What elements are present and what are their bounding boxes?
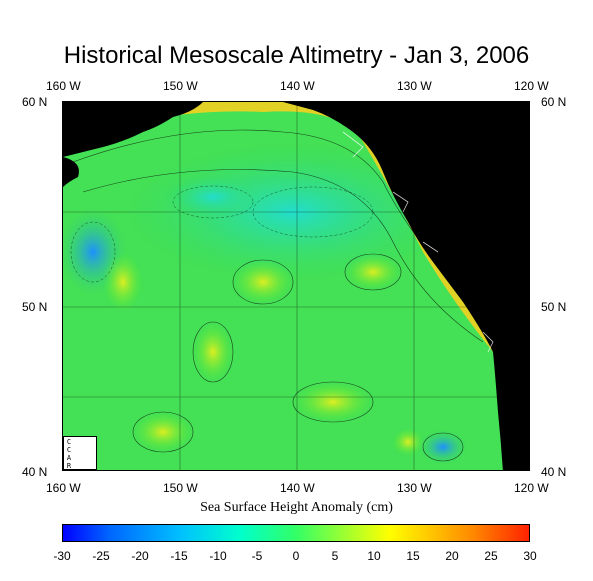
land-north-america bbox=[283, 102, 529, 470]
colorbar-tick-label: 10 bbox=[367, 549, 381, 563]
lat-label-right-40n: 40 N bbox=[541, 465, 567, 479]
anomaly-high-6 bbox=[133, 412, 193, 452]
colorbar bbox=[62, 524, 530, 542]
map-title: Historical Mesoscale Altimetry - Jan 3, … bbox=[63, 42, 530, 69]
colorbar-tick-label: -15 bbox=[170, 549, 188, 563]
colorbar-tick-label: -20 bbox=[131, 549, 149, 563]
colorbar-tick-label: 20 bbox=[445, 549, 459, 563]
lon-label-top-130w: 130 W bbox=[397, 79, 432, 93]
anomaly-low-north-west bbox=[163, 175, 263, 219]
lon-label-top-150w: 150 W bbox=[163, 79, 198, 93]
lon-label-bottom-160w: 160 W bbox=[46, 481, 81, 495]
colorbar-tick-label: 30 bbox=[523, 549, 537, 563]
logo-text: CCAR bbox=[65, 438, 73, 470]
anomaly-high-4 bbox=[293, 382, 373, 422]
graticule bbox=[63, 102, 529, 470]
lat-label-left-50n: 50 N bbox=[22, 300, 48, 314]
lat-label-left-60n: 60 N bbox=[22, 95, 48, 109]
lon-label-top-140w: 140 W bbox=[280, 79, 315, 93]
lat-label-left-40n: 40 N bbox=[22, 465, 48, 479]
colorbar-tick-label: -5 bbox=[251, 549, 263, 563]
anomaly-high-2 bbox=[345, 254, 401, 290]
colorbar-label: Sea Surface Height Anomaly (cm) bbox=[200, 500, 393, 515]
colorbar-tick-label: -25 bbox=[92, 549, 110, 563]
anomaly-low-south-east bbox=[418, 429, 468, 465]
ccar-logo: CCAR bbox=[63, 436, 97, 470]
colorbar-tick-label: 25 bbox=[484, 549, 498, 563]
coastline-inlets bbox=[342, 131, 494, 353]
lon-label-bottom-150w: 150 W bbox=[163, 481, 198, 495]
lon-label-bottom-140w: 140 W bbox=[280, 481, 315, 495]
colorbar-tick-label: 5 bbox=[331, 549, 339, 563]
land-alaska-peninsula bbox=[63, 157, 79, 187]
lon-label-bottom-120w: 120 W bbox=[514, 481, 549, 495]
lon-label-bottom-130w: 130 W bbox=[397, 481, 432, 495]
ssh-anomaly-map bbox=[62, 101, 530, 471]
anomaly-high-1 bbox=[233, 260, 293, 304]
anomaly-high-7 bbox=[103, 252, 143, 312]
colorbar-tick-label: 15 bbox=[406, 549, 420, 563]
lon-label-top-120w: 120 W bbox=[514, 79, 549, 93]
colorbar-tick-label: -30 bbox=[53, 549, 71, 563]
lon-label-top-160w: 160 W bbox=[46, 79, 81, 93]
lat-label-right-60n: 60 N bbox=[541, 95, 567, 109]
colorbar-tick-label: 0 bbox=[292, 549, 300, 563]
map-svg bbox=[63, 102, 529, 470]
anomaly-high-3 bbox=[193, 322, 233, 382]
colorbar-tick-label: -10 bbox=[209, 549, 227, 563]
lat-label-right-50n: 50 N bbox=[541, 300, 567, 314]
anomaly-high-5 bbox=[392, 428, 424, 456]
land-alaska bbox=[63, 102, 203, 157]
